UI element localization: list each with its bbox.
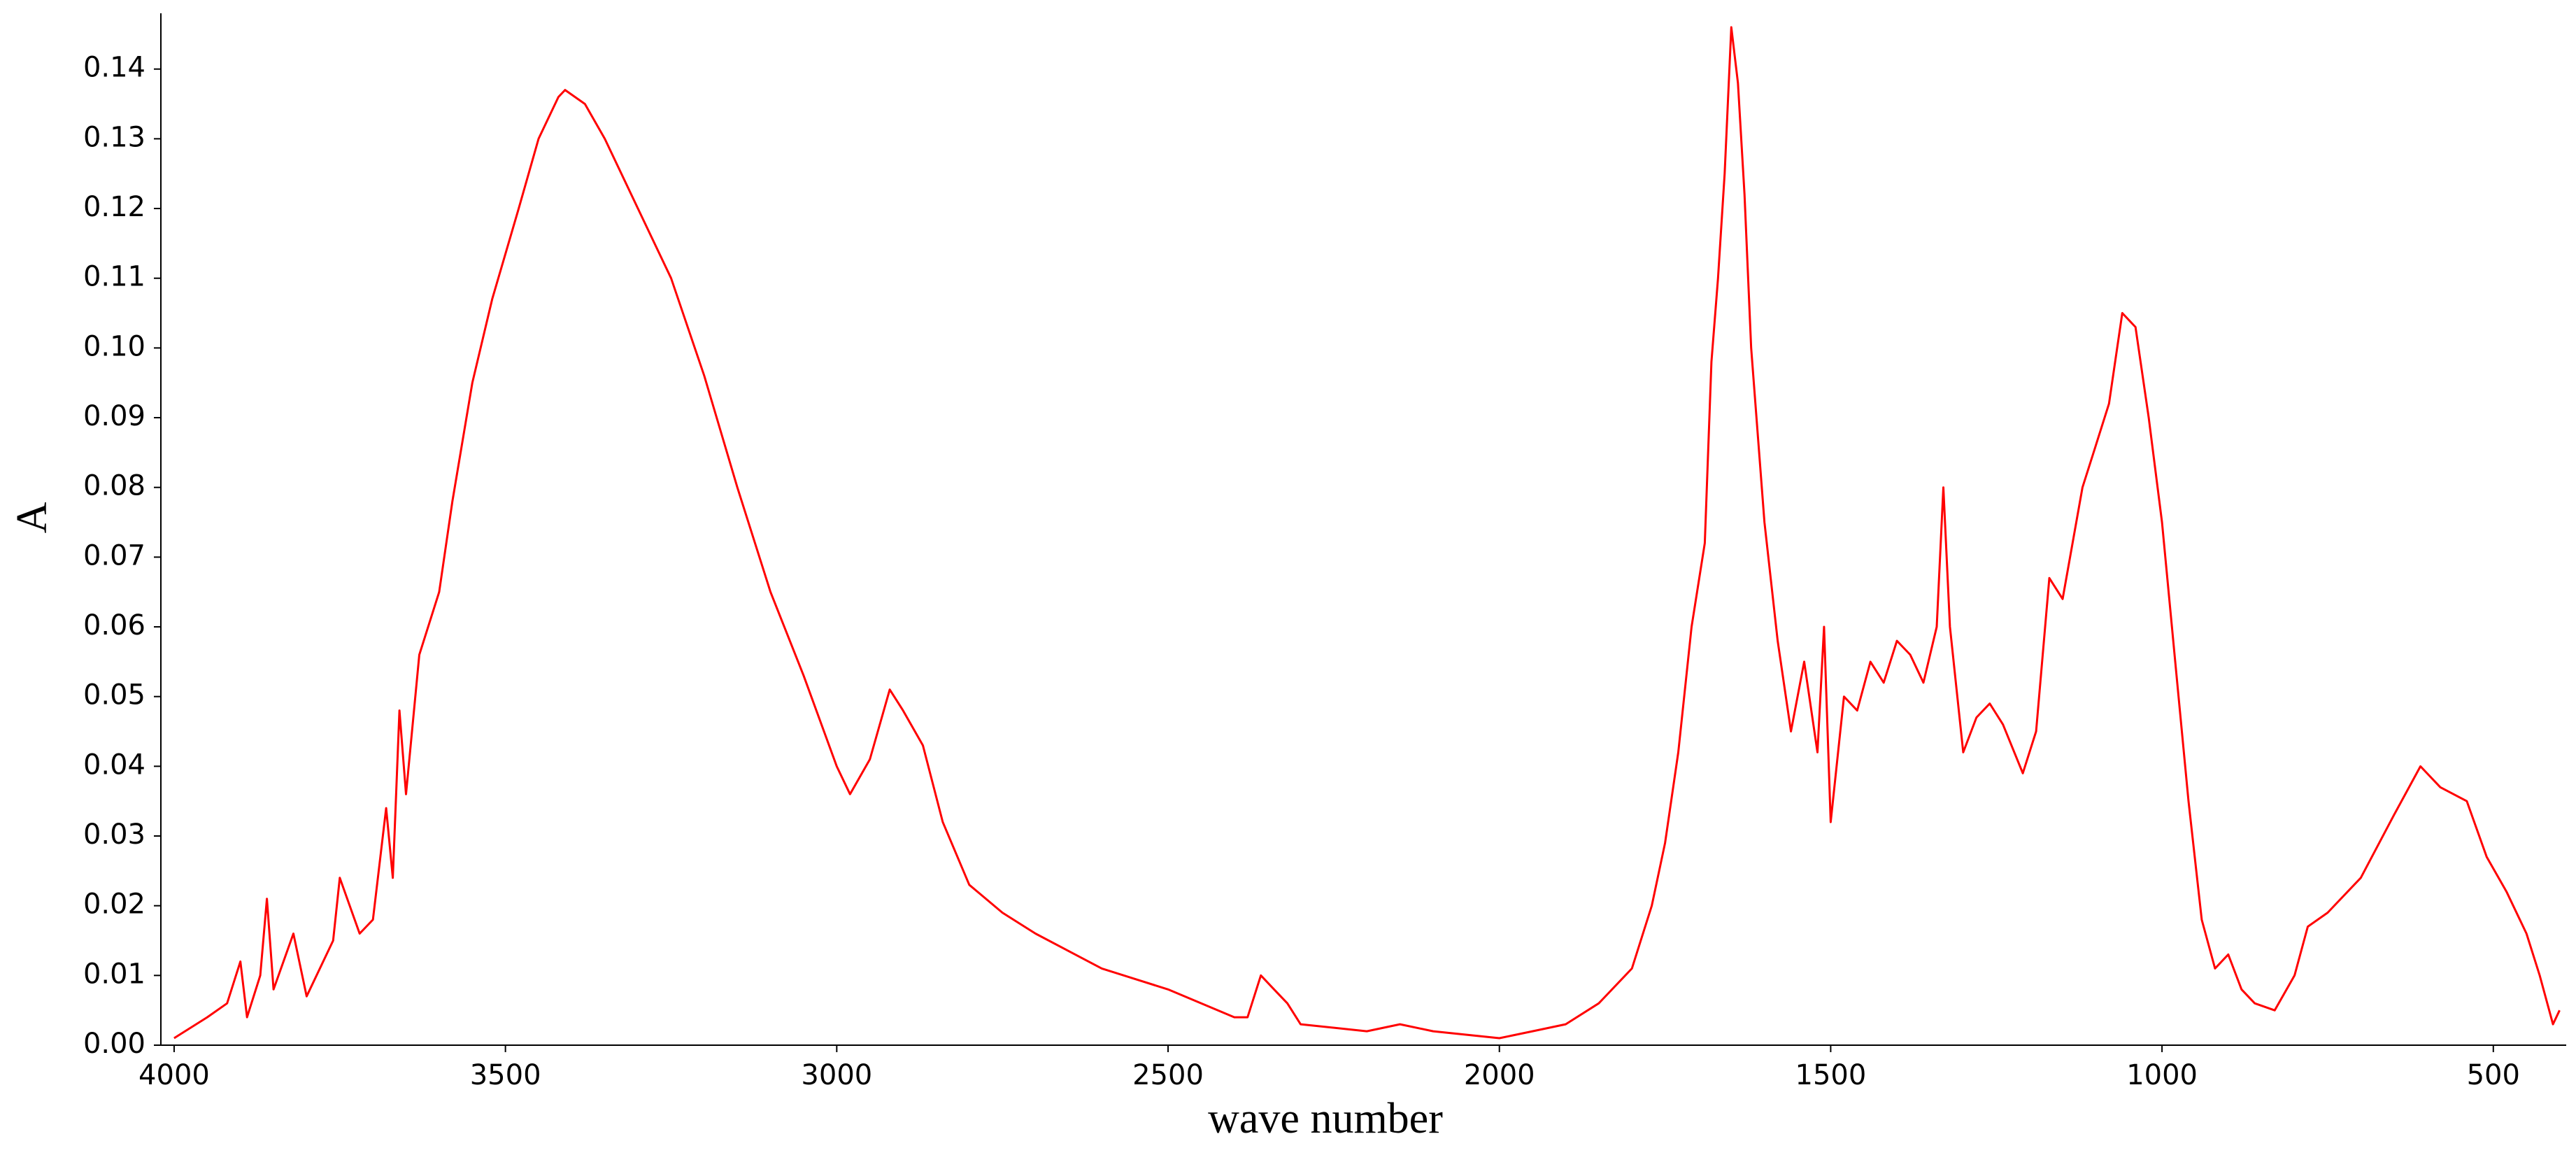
- x-tick-label: 3500: [470, 1059, 541, 1091]
- y-tick-label: 0.14: [83, 52, 145, 84]
- y-tick-label: 0.04: [83, 749, 145, 781]
- x-tick-label: 2000: [1464, 1059, 1535, 1091]
- x-tick-label: 500: [2467, 1059, 2520, 1091]
- x-axis-title: wave number: [1208, 1095, 1443, 1142]
- x-tick-label: 1500: [1795, 1059, 1867, 1091]
- y-tick-label: 0.06: [83, 609, 145, 642]
- y-tick-label: 0.10: [83, 330, 145, 362]
- x-tick-label: 1000: [2126, 1059, 2198, 1091]
- y-tick-label: 0.00: [83, 1028, 145, 1060]
- y-tick-label: 0.13: [83, 121, 145, 153]
- x-tick-label: 4000: [138, 1059, 210, 1091]
- y-tick-label: 0.12: [83, 191, 145, 223]
- y-tick-label: 0.11: [83, 261, 145, 293]
- y-tick-label: 0.01: [83, 958, 145, 990]
- y-tick-label: 0.08: [83, 470, 145, 502]
- x-tick-label: 2500: [1132, 1059, 1204, 1091]
- y-tick-label: 0.05: [83, 679, 145, 711]
- spectrum-line: [173, 26, 2561, 1040]
- y-tick-label: 0.09: [83, 400, 145, 432]
- y-tick-label: 0.03: [83, 819, 145, 851]
- x-tick-label: 3000: [801, 1059, 872, 1091]
- y-tick-label: 0.02: [83, 888, 145, 921]
- y-tick-label: 0.07: [83, 539, 145, 572]
- y-axis-title: A: [8, 502, 56, 533]
